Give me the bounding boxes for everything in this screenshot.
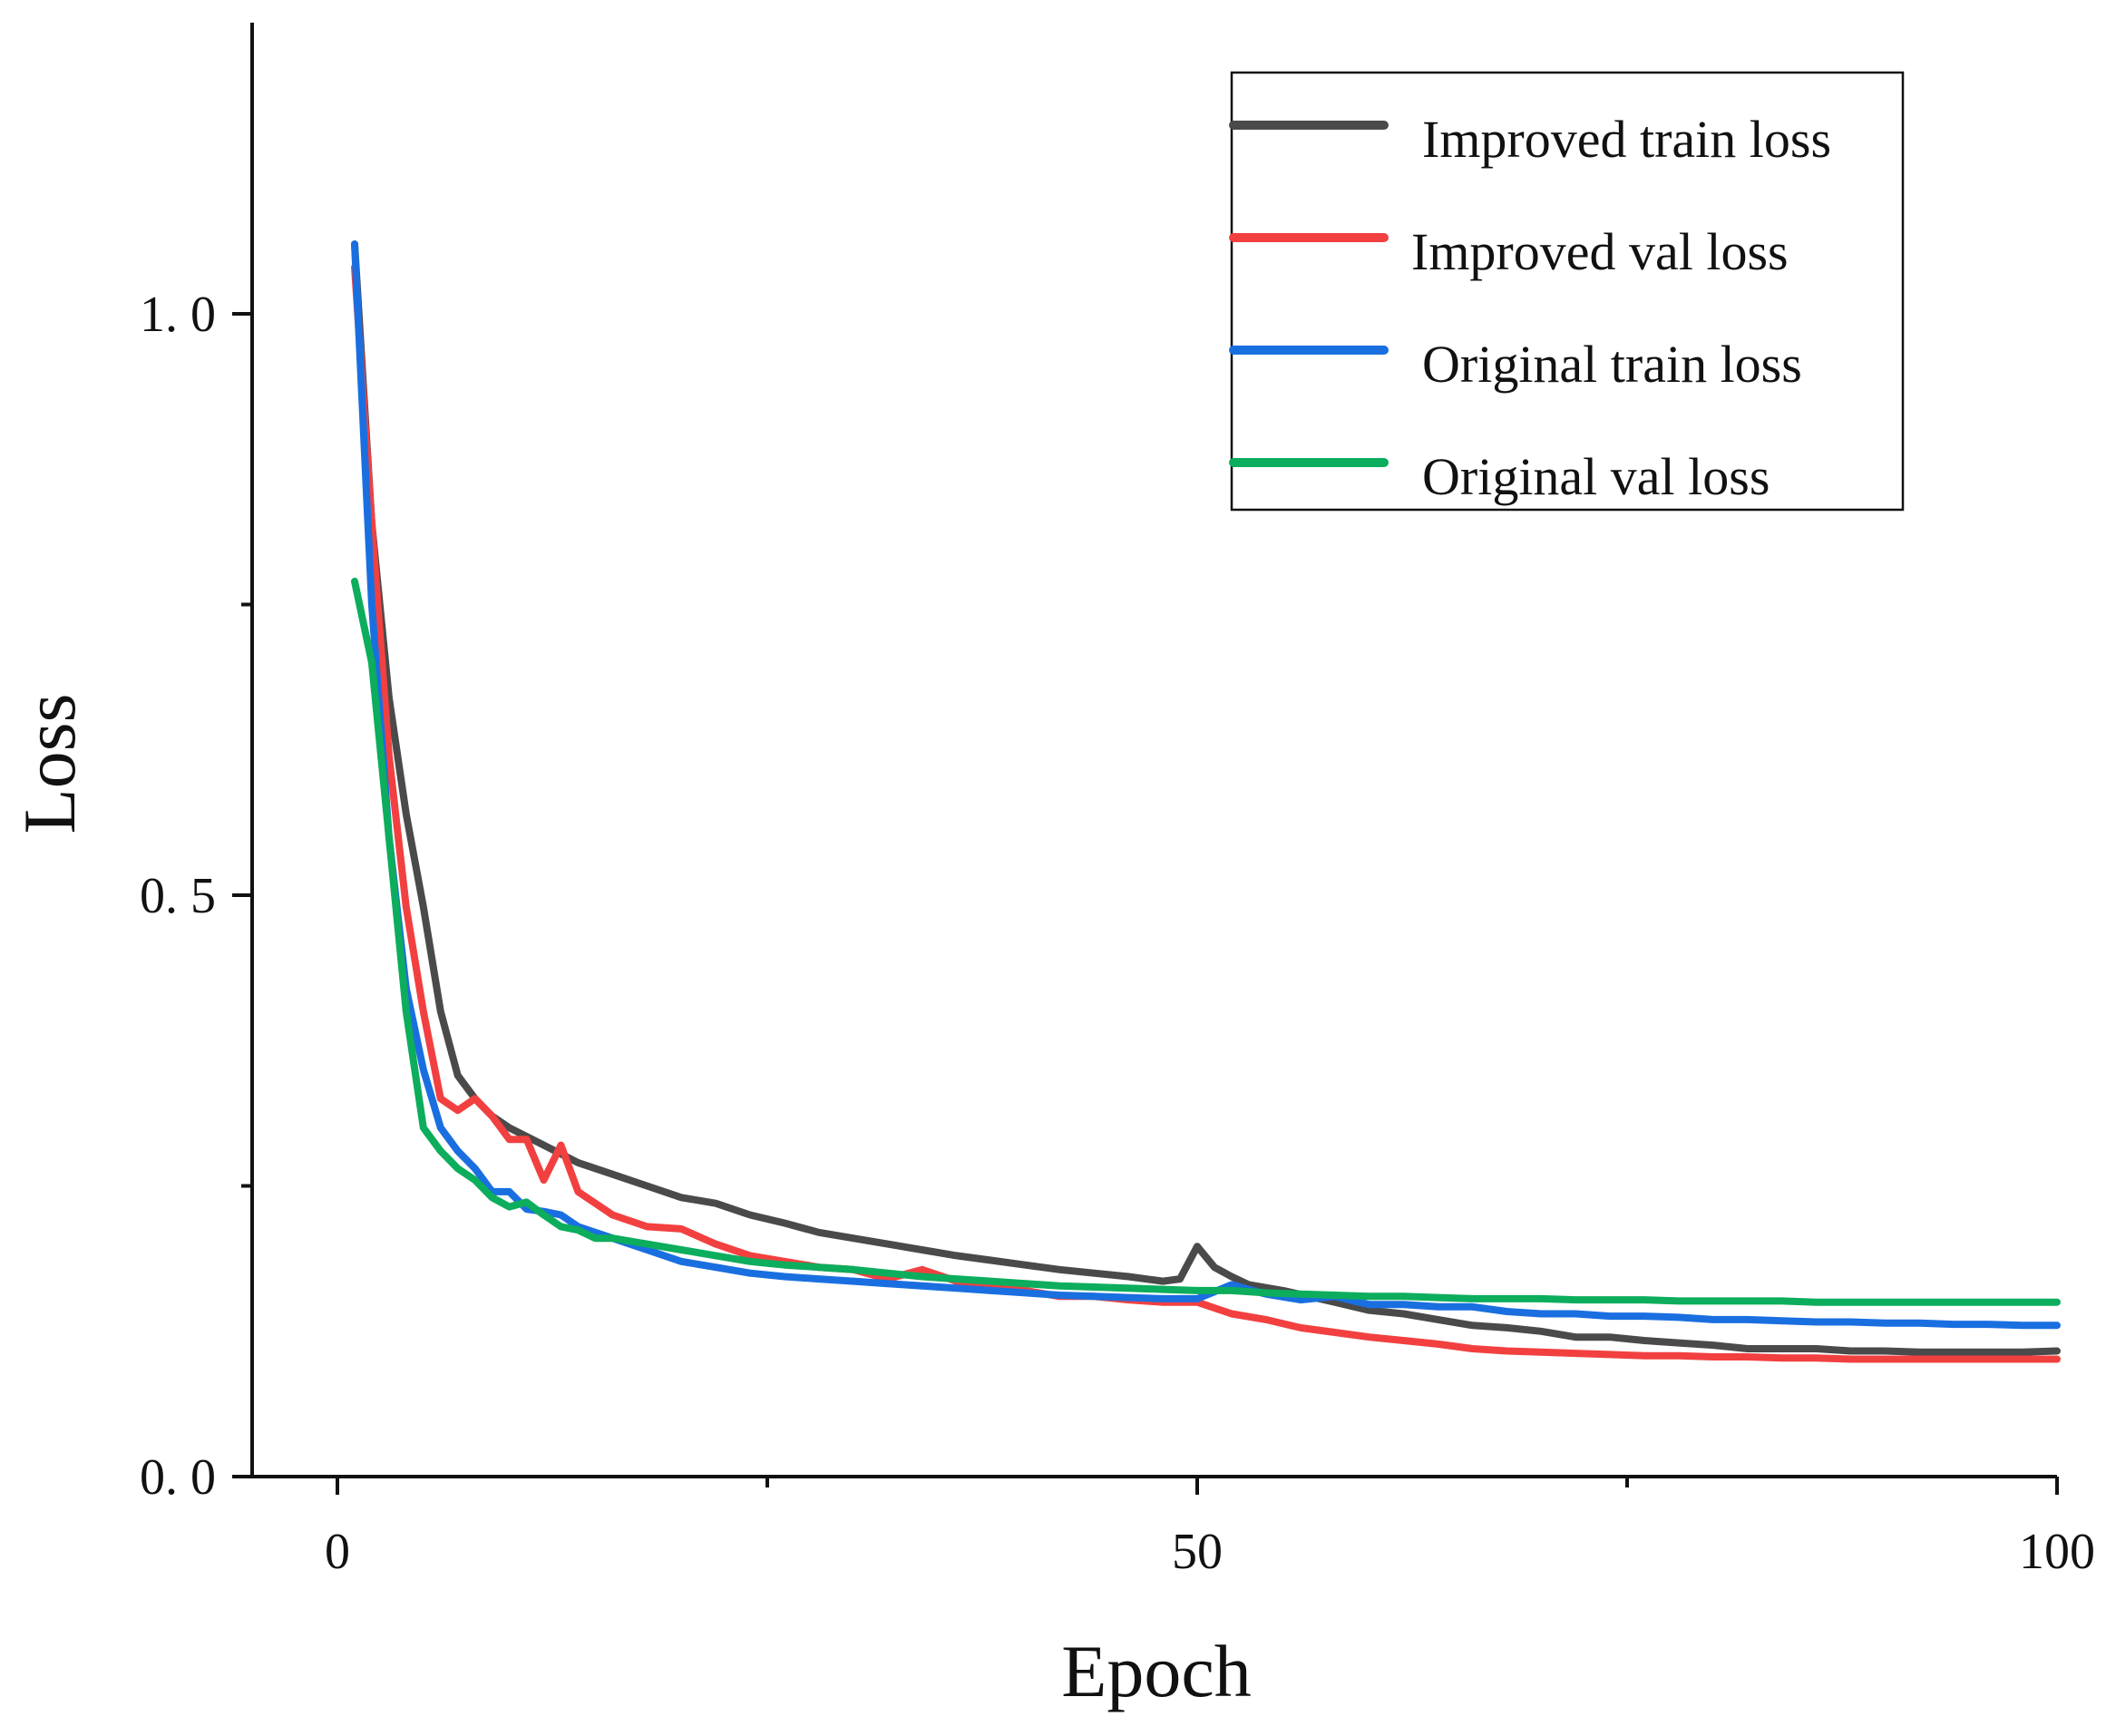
legend-label-3: Original train loss xyxy=(1422,335,1802,394)
y-axis-title: Loss xyxy=(8,694,91,834)
series-layer xyxy=(351,240,2061,1363)
legend-label-4: Original val loss xyxy=(1422,447,1770,506)
x-axis-title: Epoch xyxy=(1061,1630,1251,1712)
y-tick-label-2: 1. 0 xyxy=(140,287,216,343)
legend-label-2: Improved val loss xyxy=(1411,222,1789,281)
axes-layer: 0. 0 0. 5 1. 0 0 50 100 xyxy=(140,23,2095,1580)
x-tick-label-2: 100 xyxy=(2019,1524,2095,1580)
y-tick-label-0: 0. 0 xyxy=(140,1449,216,1506)
legend: Improved train loss Improved val loss Orig… xyxy=(1229,71,1905,512)
legend-label-1: Improved train loss xyxy=(1422,110,1831,169)
y-tick-label-1: 0. 5 xyxy=(140,868,216,924)
x-tick-label-1: 50 xyxy=(1172,1524,1223,1580)
series-line-4 xyxy=(351,577,2061,1306)
series-line-3 xyxy=(351,240,2061,1330)
series-line-1 xyxy=(351,240,2061,1356)
x-tick-label-0: 0 xyxy=(325,1524,350,1580)
legend-box xyxy=(1230,71,1905,512)
